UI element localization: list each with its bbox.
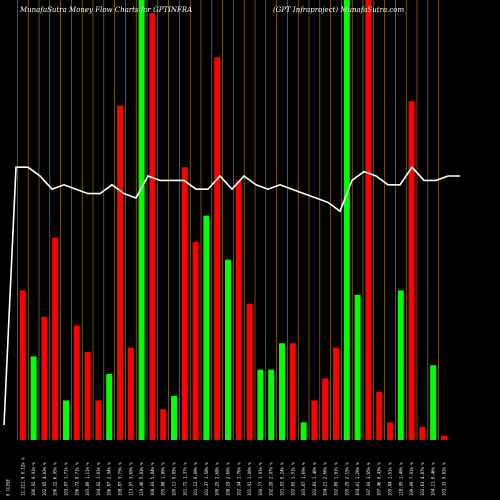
x-tick-label: 104.21 2.66% % [323,462,328,496]
money-flow-bar [19,290,26,440]
x-tick-label: 119.46 5.83% % [139,462,144,496]
money-flow-bar [365,0,372,440]
money-flow-bar [387,422,393,440]
money-flow-bar [160,409,167,440]
x-tick-label: 100.77 1.01% % [258,462,263,496]
money-flow-bar [192,242,199,440]
x-tick-label: 101.12 0.08% % [193,462,198,496]
money-flow-bar [397,290,404,440]
x-tick-label: 102.28 2.07% % [269,462,274,496]
x-tick-label: 106.12 6.95% % [53,462,58,496]
money-flow-bar [376,391,383,440]
money-flow-bar [257,369,264,440]
x-tick-label: 101.37 1.58% % [204,462,209,496]
line-layer [3,165,460,426]
x-tick-label: 105.25 2.15% % [344,462,349,496]
x-tick-label: 100.25 2.68% % [215,462,220,496]
money-flow-bar [333,347,339,440]
money-flow-bar [203,215,210,440]
x-tick-label: 102.94 1.76% % [236,462,241,496]
x-tick-label: 101.91 1.00% % [247,462,252,496]
money-flow-bar [117,105,123,440]
money-flow-bar [171,396,177,440]
money-flow-bar [289,343,296,440]
chart-title-right: (GPT Infraproject) MunafaSutra.com [273,6,404,14]
money-flow-bar [430,365,437,440]
money-flow-bar [419,426,426,440]
x-tick-label: 107.46 0.43% % [377,462,382,496]
money-flow-bar [354,294,361,440]
money-flow-bar [279,343,285,440]
money-flow-bar [181,167,188,440]
x-tick-label: 101.72 1.37% % [182,462,187,496]
money-flow-bar [106,374,113,440]
money-flow-bar [73,325,80,440]
x-tick-label: 103.89 1.11% % [85,462,90,496]
money-flow-bar [149,13,156,440]
x-tick-label: 109.09 7.91% % [409,462,414,496]
bar-layer [19,0,447,440]
money-flow-bar [268,369,275,440]
x-tick-label: 104.11 0.46% % [431,462,436,496]
money-flow-bar [311,400,318,440]
x-tick-label: 104.01 1.26% % [355,462,360,496]
money-flow-bar [225,259,231,440]
grid-layer [17,0,439,440]
money-flow-bar [52,237,59,440]
money-flow-bar [441,435,447,440]
x-tick-label: 106.92 0.91% % [31,462,36,496]
money-flow-bar [343,0,350,440]
x-tick-label: 105.88 1.89% % [161,462,166,496]
price-line [3,165,460,426]
money-flow-bar [63,400,69,440]
x-tick-label: 100.11 0.85% % [172,462,177,496]
money-flow-bar [138,0,145,440]
x-tick-label: 104.02 1.01% % [96,462,101,496]
x-tick-label: 102.65 1.51% % [290,462,295,496]
x-tick-label: 113.97 3.69% % [128,462,133,496]
x-tick-label: 108.87 3.75% % [118,462,123,496]
money-flow-bar [246,303,253,440]
x-tick-label: 103.87 1.69% % [301,462,306,496]
tick-label-layer: 12,211.9 0.12% % 106.92 0.91% % 102.65 4.0… [6,457,447,496]
money-flow-bar [300,422,307,440]
x-tick-label: 108.29 2.60% % [226,462,231,496]
x-tick-label-first: 0 CLOSE [6,479,11,496]
x-tick-label: 102.89 1.01% % [334,462,339,496]
x-tick-label: 118.95 1.40% % [398,462,403,496]
money-flow-bar [322,378,329,440]
x-tick-label: 12,211.9 0.12% % [20,457,25,496]
money-flow-bar [30,356,37,440]
money-flow-bar [214,57,221,440]
money-flow-bar [95,400,102,440]
x-tick-label: 101.83 1.46% % [312,462,317,496]
x-tick-label: 109.03 5.84% % [150,462,155,496]
money-flow-bar [408,101,415,440]
x-tick-label: 103.33 0.82% % [442,462,447,496]
x-tick-label: 105.84 1.51% % [388,462,393,496]
x-tick-label: 103.63 4.87% % [420,462,425,496]
x-tick-label: 106.72 0.71% % [74,462,79,496]
money-flow-bar [41,316,48,440]
x-tick-label: 102.65 4.03% % [42,462,47,496]
money-flow-bar [84,352,91,440]
chart-title-left: MunafaSutra Money Flow Charts for GPTINF… [19,6,192,14]
x-tick-label: 106.87 2.04% % [107,462,112,496]
x-tick-label: 103.07 1.71% % [64,462,69,496]
money-flow-bar [235,180,242,440]
money-flow-bar [127,347,134,440]
x-tick-label: 107.93 3.65% % [366,462,371,496]
x-tick-label: 101.03 0.24% % [280,462,285,496]
